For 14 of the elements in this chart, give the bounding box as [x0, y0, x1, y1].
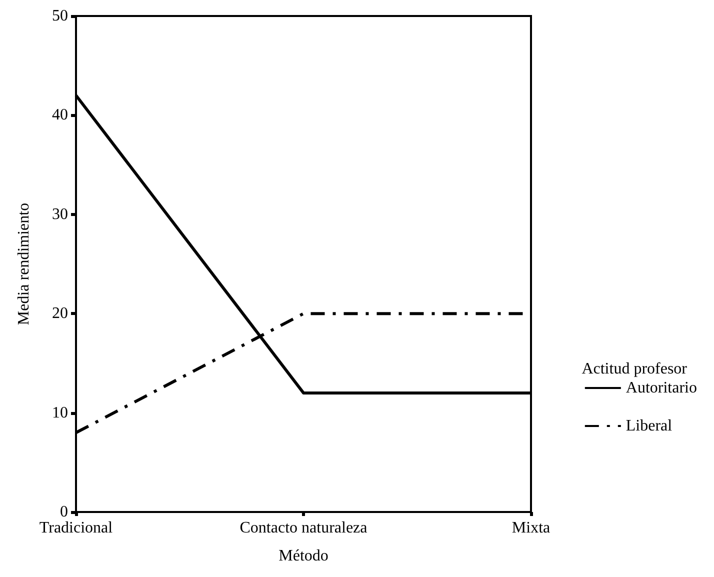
y-tick-label: 30: [52, 206, 68, 223]
y-tick-label: 10: [52, 404, 68, 422]
y-axis-title: Media rendimiento: [16, 202, 32, 326]
legend-label: Autoritario: [626, 380, 697, 396]
legend-label: Liberal: [626, 418, 673, 434]
y-tick-label: 40: [52, 106, 68, 124]
y-tick-label: 20: [52, 305, 68, 322]
x-axis-title: Método: [278, 548, 328, 564]
x-tick-label: Contacto naturaleza: [240, 520, 368, 536]
y-tick-label: 50: [52, 8, 68, 24]
y-tick-label: 0: [60, 504, 68, 520]
legend-title: Actitud profesor: [582, 360, 688, 378]
x-tick-label: Mixta: [512, 520, 550, 536]
x-tick-label: Tradicional: [39, 520, 114, 536]
